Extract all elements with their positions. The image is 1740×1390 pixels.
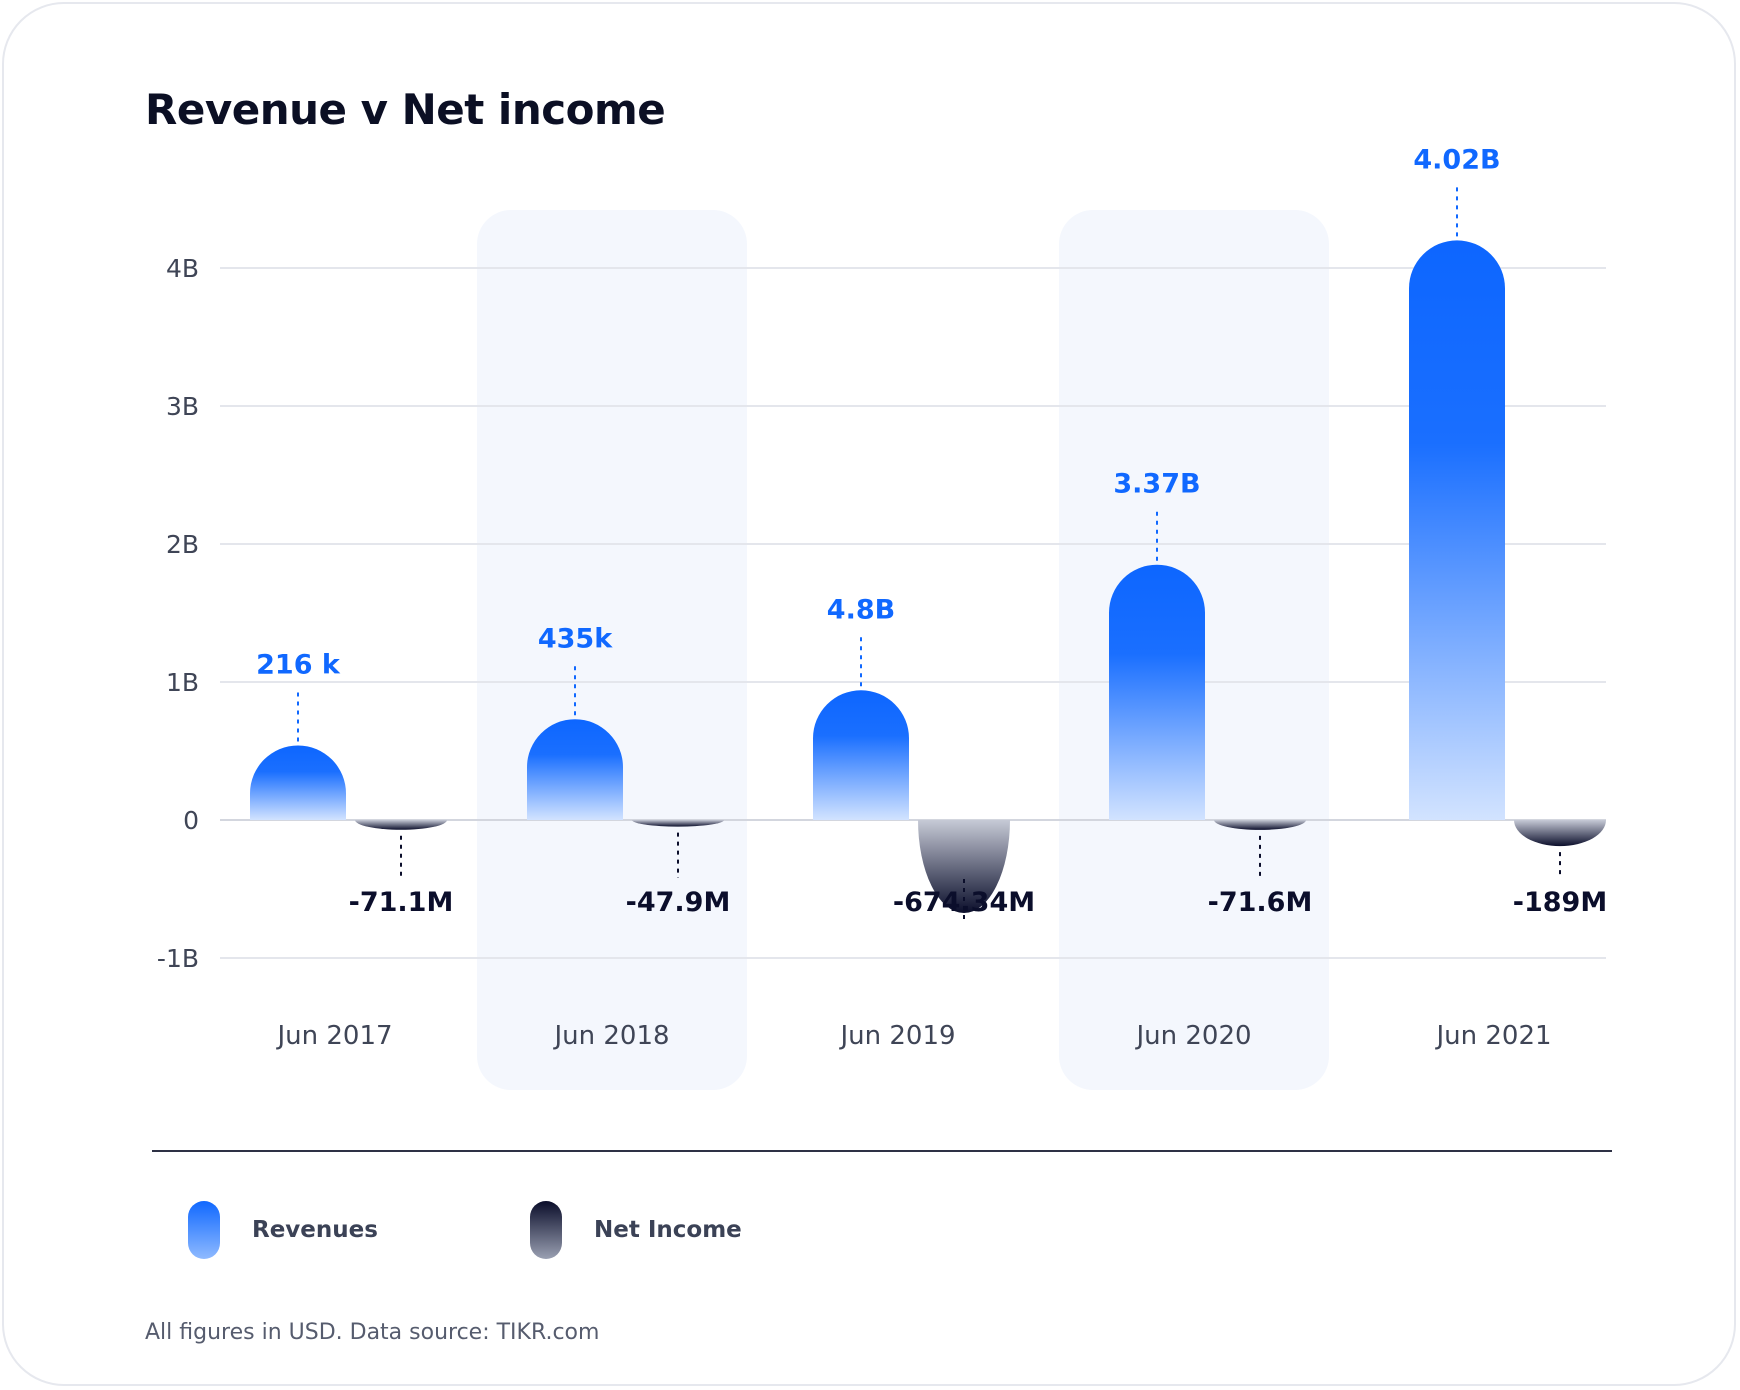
y-tick-label: 2B <box>166 530 199 559</box>
revenue-bar <box>1109 564 1205 820</box>
x-category-label: Jun 2020 <box>1134 1021 1251 1051</box>
y-tick-label: 1B <box>166 668 199 697</box>
net-income-bar <box>1514 820 1606 847</box>
y-tick-label: -1B <box>157 944 199 973</box>
chart-title: Revenue v Net income <box>145 85 666 134</box>
legend-item-net-income: Net Income <box>530 1200 742 1260</box>
net-income-data-label: -189M <box>1513 887 1607 918</box>
net-income-data-label: -47.9M <box>626 887 731 918</box>
x-category-label: Jun 2018 <box>552 1021 669 1051</box>
y-tick-label: 0 <box>183 806 199 835</box>
revenue-bar <box>813 690 909 820</box>
y-tick-label: 3B <box>166 392 199 421</box>
revenue-data-label: 3.37B <box>1113 469 1200 500</box>
revenue-data-label: 216 k <box>256 649 341 680</box>
net-income-data-label: -71.1M <box>349 887 454 918</box>
net-income-bar <box>632 820 724 827</box>
net-income-bar <box>1214 820 1306 830</box>
revenue-data-label: 4.8B <box>827 594 895 625</box>
y-tick-label: 4B <box>166 254 199 283</box>
net-income-bar <box>355 820 447 830</box>
legend-label-revenues: Revenues <box>252 1217 378 1243</box>
revenue-data-label: 4.02B <box>1413 144 1500 175</box>
net-income-data-label: -674.34M <box>893 887 1035 918</box>
legend-divider <box>152 1150 1612 1152</box>
revenue-bar <box>527 719 623 820</box>
x-category-label: Jun 2019 <box>838 1021 955 1051</box>
revenue-data-label: 435k <box>538 623 613 654</box>
net-income-bar <box>918 820 1010 914</box>
x-category-label: Jun 2021 <box>1434 1021 1551 1051</box>
revenue-bar <box>1409 240 1505 820</box>
highlight-band-jun-2018 <box>477 210 747 1090</box>
legend-item-revenues: Revenues <box>188 1200 378 1260</box>
revenue-net-income-chart: 4B 3B 2B 1B 0 -1B 216 k 435k 4.8B 3.37B 4.02B -71.1… <box>157 144 1607 1090</box>
revenue-bar <box>250 745 346 820</box>
net-income-data-label: -71.6M <box>1208 887 1313 918</box>
legend-label-net-income: Net Income <box>594 1217 742 1243</box>
legend-swatch-net-income <box>530 1201 562 1259</box>
legend-swatch-revenues <box>188 1201 220 1259</box>
footnote: All figures in USD. Data source: TIKR.co… <box>145 1320 600 1345</box>
x-category-label: Jun 2017 <box>275 1021 392 1051</box>
